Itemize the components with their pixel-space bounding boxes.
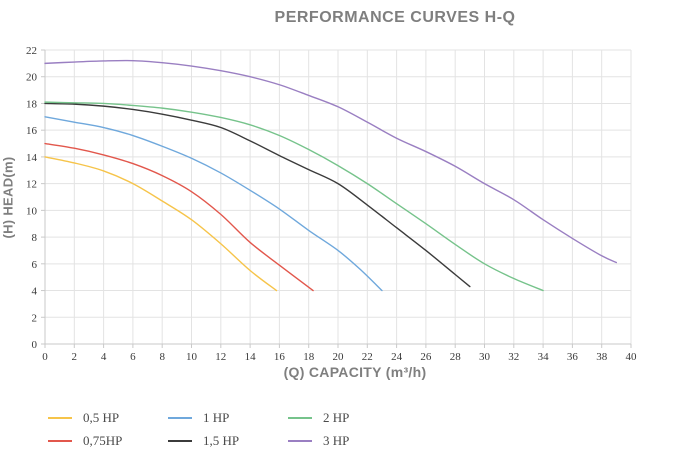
- x-tick-label: 14: [245, 351, 257, 363]
- x-tick-label: 26: [420, 351, 432, 363]
- y-tick-label: 10: [26, 205, 38, 217]
- x-tick-label: 18: [303, 351, 315, 363]
- x-tick-label: 2: [72, 351, 78, 363]
- x-tick-label: 30: [479, 351, 491, 363]
- legend-swatch: [168, 439, 192, 442]
- y-tick-label: 22: [26, 45, 37, 57]
- legend-item: 0,5 HP: [48, 406, 140, 429]
- plot-area: 0 2 4 6 8 10 12 14 16 18 20 22 24 26 28 30 32 34 36 38 40024…: [26, 45, 638, 363]
- y-tick-label: 20: [26, 72, 38, 84]
- legend-label: 2 HP: [323, 409, 350, 425]
- y-axis-title: (H) HEAD(m): [0, 156, 16, 239]
- x-tick-label: 22: [362, 351, 373, 363]
- curve-3-hp: [44, 59, 618, 264]
- x-tick-label: 10: [186, 351, 198, 363]
- legend-item: 0,75HP: [48, 429, 140, 452]
- legend-label: 0,5 HP: [83, 409, 120, 425]
- curve-2-hp: [44, 101, 544, 292]
- x-tick-label: 0: [42, 351, 48, 363]
- curve-1-5-hp: [44, 102, 471, 288]
- legend-item: 3 HP: [288, 429, 380, 452]
- x-tick-label: 4: [101, 351, 107, 363]
- y-tick-label: 0: [32, 339, 38, 351]
- legend: 0,5 HP 0,75HP 1 HP 1,5 HP 2 HP 3 HP: [48, 406, 380, 452]
- legend-label: 0,75HP: [83, 432, 123, 448]
- x-tick-label: 38: [596, 351, 608, 363]
- x-tick-label: 6: [130, 351, 136, 363]
- chart-title: PERFORMANCE CURVES H-Q: [274, 9, 516, 26]
- legend-item: 1 HP: [168, 406, 260, 429]
- legend-label: 3 HP: [323, 432, 350, 448]
- x-axis-title: (Q) CAPACITY (m³/h): [283, 364, 427, 380]
- legend-item: 2 HP: [288, 406, 380, 429]
- x-tick-label: 36: [567, 351, 579, 363]
- legend-swatch: [48, 439, 72, 442]
- y-tick-label: 14: [26, 152, 38, 164]
- x-tick-label: 12: [215, 351, 226, 363]
- legend-swatch: [288, 439, 312, 442]
- curve-0-5-hp: [44, 156, 278, 292]
- curve-0-75hp: [44, 142, 314, 292]
- x-tick-label: 16: [274, 351, 286, 363]
- y-tick-label: 12: [26, 179, 37, 191]
- legend-label: 1,5 HP: [203, 432, 240, 448]
- y-tick-label: 4: [32, 286, 38, 298]
- x-tick-label: 20: [333, 351, 345, 363]
- x-tick-label: 34: [538, 351, 550, 363]
- y-tick-label: 2: [32, 312, 38, 324]
- y-tick-label: 6: [32, 259, 38, 271]
- x-tick-label: 40: [626, 351, 638, 363]
- x-tick-label: 32: [508, 351, 519, 363]
- curve-1-hp: [44, 116, 383, 292]
- legend-swatch: [288, 416, 312, 419]
- x-tick-label: 28: [450, 351, 462, 363]
- legend-item: 1,5 HP: [168, 429, 260, 452]
- x-tick-label: 24: [391, 351, 403, 363]
- legend-swatch: [48, 416, 72, 419]
- x-tick-label: 8: [159, 351, 165, 363]
- y-tick-label: 8: [32, 232, 38, 244]
- y-tick-label: 18: [26, 98, 38, 110]
- legend-swatch: [168, 416, 192, 419]
- legend-label: 1 HP: [203, 409, 230, 425]
- y-tick-label: 16: [26, 125, 38, 137]
